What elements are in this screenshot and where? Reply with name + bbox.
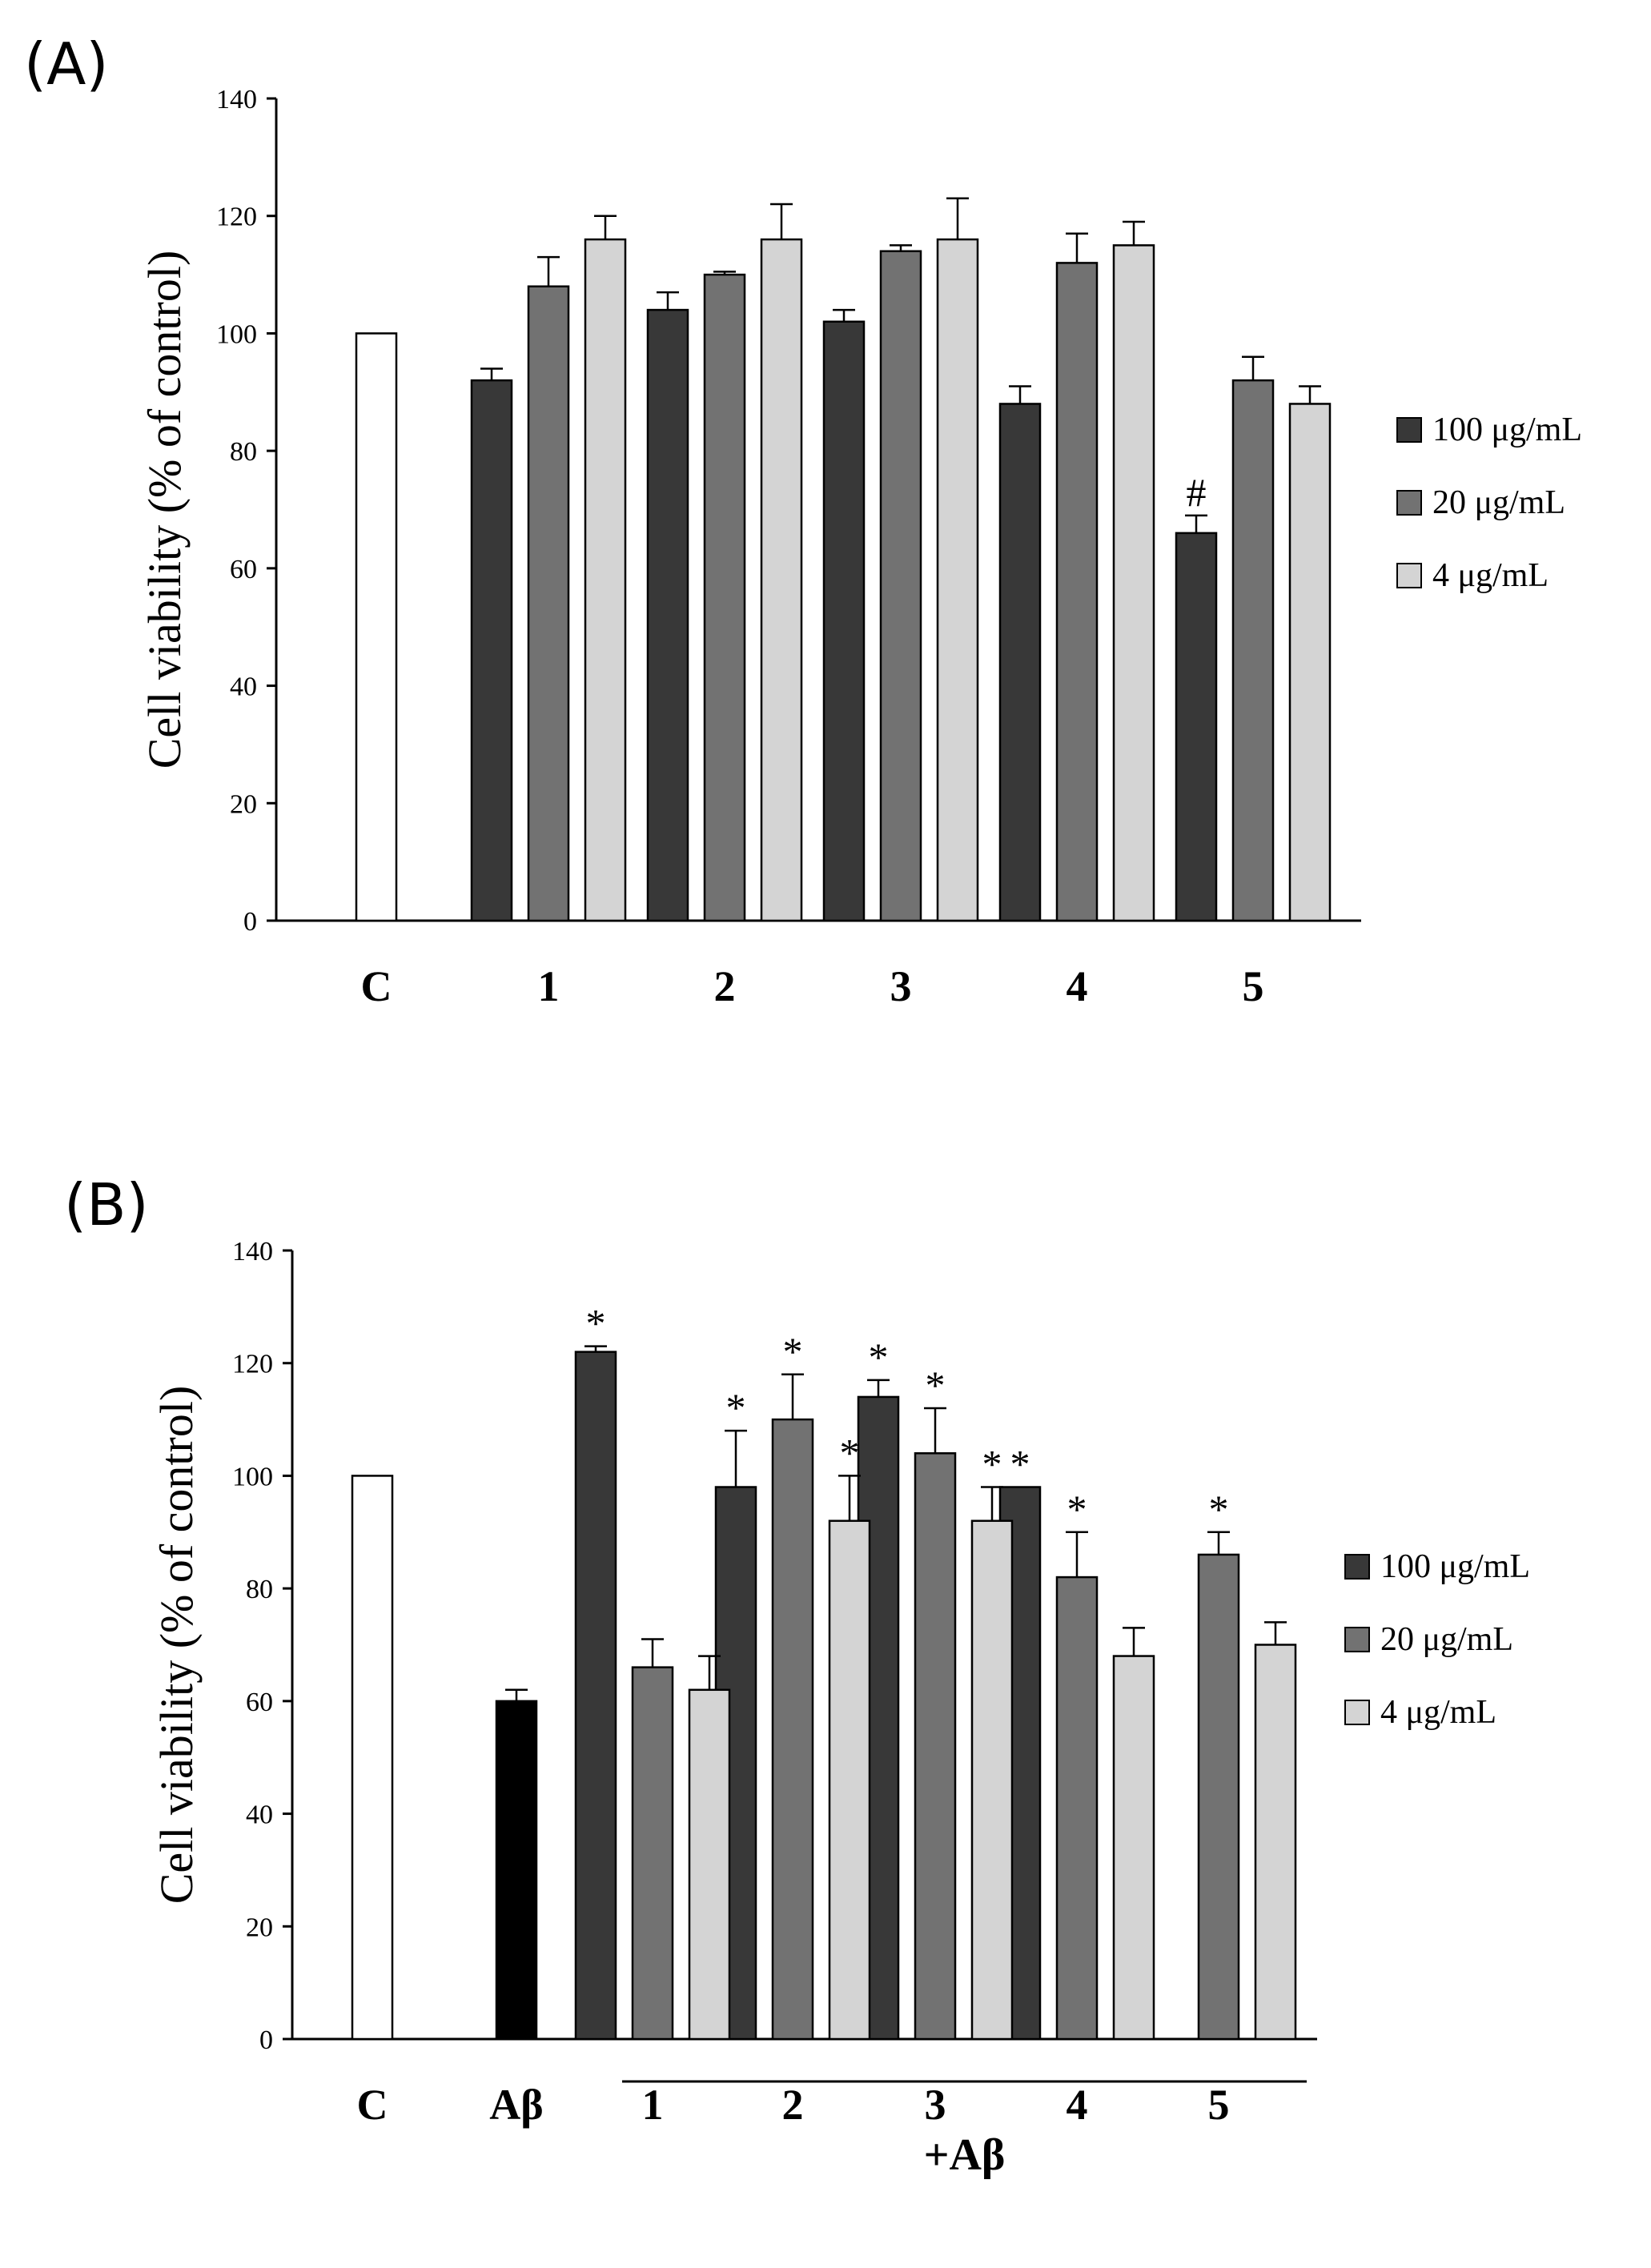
x-category-label: 2: [714, 962, 736, 1010]
control-bar: [355, 332, 398, 922]
legend-entry: 100 μg/mL: [1380, 1548, 1530, 1585]
x-category-label: C: [361, 962, 392, 1010]
panel-label: (B): [64, 1171, 149, 1238]
bar-4gml: [828, 1519, 871, 2041]
y-tick-label: 120: [216, 203, 257, 232]
panel-b: (B) 0 20 40 60 80 100 120 140 Cell viability (% o…: [64, 1171, 1530, 2180]
bar-4gml: [688, 1688, 731, 2041]
bar-20gml: [1231, 379, 1275, 922]
bar-4gml: [970, 1519, 1014, 2041]
bar-4gml: [1288, 403, 1332, 922]
x-category-label: C: [357, 2081, 388, 2129]
y-tick-label: 100: [232, 1462, 273, 1491]
legend-swatch: [1396, 563, 1422, 588]
significance-marker: *: [726, 1385, 746, 1430]
y-axis-title: Cell viability (% of control): [151, 1386, 203, 1905]
significance-marker: *: [1010, 1442, 1030, 1487]
bar-100gml: [470, 379, 513, 922]
bar-20gml: [1055, 1576, 1099, 2041]
y-tick-label: 140: [232, 1237, 273, 1266]
bar-20gml: [1197, 1553, 1240, 2041]
y-tick-label: 20: [246, 1913, 273, 1942]
x-category-label: Aβ: [489, 2081, 543, 2129]
bar-20gml: [771, 1418, 814, 2041]
legend-swatch: [1344, 1627, 1370, 1652]
panel-label: (A): [24, 30, 108, 98]
bar-100gml: [1175, 532, 1218, 922]
significance-marker: *: [869, 1335, 889, 1379]
bar-100gml: [646, 308, 689, 922]
panel-a: (A) 0 20 40 60 80 100 120 140 Cell viability (% o…: [24, 30, 1582, 1010]
x-category-label: 3: [925, 2081, 946, 2129]
legend-entry: 20 μg/mL: [1380, 1621, 1513, 1658]
bar-4gml: [1112, 1655, 1155, 2041]
y-tick-label: 40: [246, 1800, 273, 1830]
bar-20gml: [703, 273, 746, 922]
legend-swatch: [1344, 1554, 1370, 1580]
significance-marker: *: [783, 1329, 803, 1374]
y-axis-title: Cell viability (% of control): [139, 251, 191, 769]
bar-4gml: [936, 238, 979, 922]
y-tick-label: 100: [216, 319, 257, 349]
x-category-label: 1: [538, 962, 560, 1010]
x-category-label: 4: [1067, 2081, 1088, 2129]
bar-20gml: [631, 1666, 674, 2041]
bar-20gml: [527, 285, 570, 922]
bar-100gml: [998, 403, 1042, 922]
y-tick-label: 0: [259, 2025, 273, 2055]
y-tick-label: 140: [216, 85, 257, 114]
group-label: +Aβ: [924, 2130, 1006, 2180]
bar-4gml: [1112, 244, 1155, 922]
control-bar: [495, 1700, 538, 2041]
x-category-label: 5: [1243, 962, 1264, 1010]
y-tick-label: 40: [230, 672, 257, 702]
x-category-label: 5: [1208, 2081, 1230, 2129]
y-tick-label: 80: [246, 1575, 273, 1604]
y-tick-label: 60: [230, 555, 257, 584]
significance-marker: *: [1209, 1487, 1229, 1531]
x-category-label: 1: [642, 2081, 664, 2129]
y-tick-label: 80: [230, 437, 257, 467]
significance-marker: *: [926, 1363, 946, 1407]
significance-marker: *: [586, 1301, 606, 1346]
control-bar: [351, 1475, 394, 2041]
legend-entry: 4 μg/mL: [1380, 1694, 1496, 1731]
legend-swatch: [1396, 490, 1422, 516]
bar-4gml: [584, 238, 627, 922]
legend-entry: 20 μg/mL: [1432, 484, 1565, 521]
legend-entry: 100 μg/mL: [1432, 411, 1582, 448]
bar-20gml: [879, 250, 922, 922]
bar-20gml: [1055, 262, 1099, 922]
legend-entry: 4 μg/mL: [1432, 557, 1549, 594]
significance-marker: *: [982, 1442, 1002, 1487]
y-tick-label: 0: [243, 907, 257, 937]
bar-4gml: [760, 238, 803, 922]
bar-100gml: [574, 1351, 617, 2041]
y-tick-label: 60: [246, 1688, 273, 1717]
legend-swatch: [1344, 1700, 1370, 1725]
significance-marker: *: [840, 1430, 860, 1475]
bar-20gml: [914, 1452, 957, 2041]
significance-marker: #: [1187, 470, 1207, 515]
x-category-label: 3: [890, 962, 912, 1010]
y-tick-label: 20: [230, 789, 257, 819]
bar-4gml: [1254, 1644, 1297, 2041]
y-tick-label: 120: [232, 1350, 273, 1379]
x-category-label: 4: [1067, 962, 1088, 1010]
x-category-label: 2: [782, 2081, 804, 2129]
significance-marker: *: [1067, 1487, 1087, 1531]
legend-swatch: [1396, 417, 1422, 443]
bar-100gml: [822, 320, 866, 922]
